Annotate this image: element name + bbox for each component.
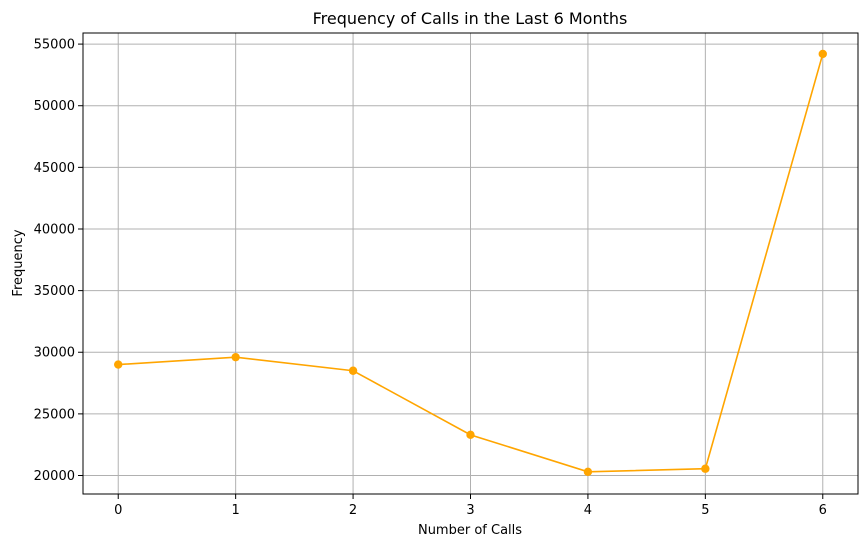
y-tick-label: 25000 bbox=[34, 407, 75, 422]
x-axis-ticks: 0 1 2 3 4 5 6 bbox=[114, 494, 827, 518]
y-tick-label: 40000 bbox=[34, 222, 75, 237]
y-tick-label: 35000 bbox=[34, 284, 75, 299]
data-point bbox=[231, 352, 240, 362]
y-tick-label: 55000 bbox=[34, 38, 75, 53]
x-tick-label: 2 bbox=[349, 503, 357, 518]
x-tick-label: 1 bbox=[232, 503, 240, 518]
data-point bbox=[348, 366, 358, 375]
data-series bbox=[114, 49, 827, 477]
data-point bbox=[583, 467, 593, 477]
y-tick-label: 45000 bbox=[34, 161, 75, 176]
y-tick-label: 50000 bbox=[34, 99, 75, 114]
chart-title: Frequency of Calls in the Last 6 Months bbox=[313, 9, 628, 28]
y-tick-label: 30000 bbox=[34, 346, 75, 361]
x-tick-label: 4 bbox=[584, 503, 592, 518]
x-tick-label: 6 bbox=[819, 503, 827, 518]
y-axis-label: Frequency bbox=[11, 229, 26, 296]
data-point bbox=[701, 464, 710, 473]
x-axis-label: Number of Calls bbox=[418, 523, 522, 538]
x-tick-label: 3 bbox=[466, 503, 474, 518]
y-tick-label: 20000 bbox=[34, 469, 75, 484]
y-axis-ticks: 20000 25000 30000 35000 40000 45000 50000 55000 bbox=[34, 38, 83, 484]
data-point bbox=[114, 360, 123, 369]
data-point bbox=[818, 49, 827, 59]
x-tick-label: 5 bbox=[701, 503, 709, 518]
x-tick-label: 0 bbox=[114, 503, 122, 518]
data-point bbox=[466, 430, 475, 440]
grid-lines bbox=[83, 33, 858, 494]
